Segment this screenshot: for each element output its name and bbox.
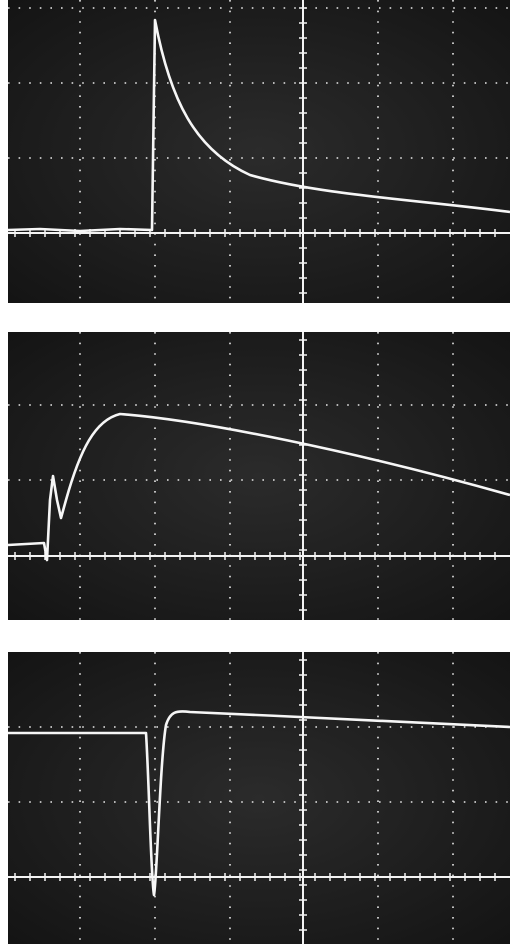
screen-1	[8, 0, 510, 303]
oscilloscope-figure	[0, 0, 510, 944]
screen-3	[8, 652, 510, 944]
page: {} (() => { const g = document.getElemen…	[0, 0, 510, 944]
